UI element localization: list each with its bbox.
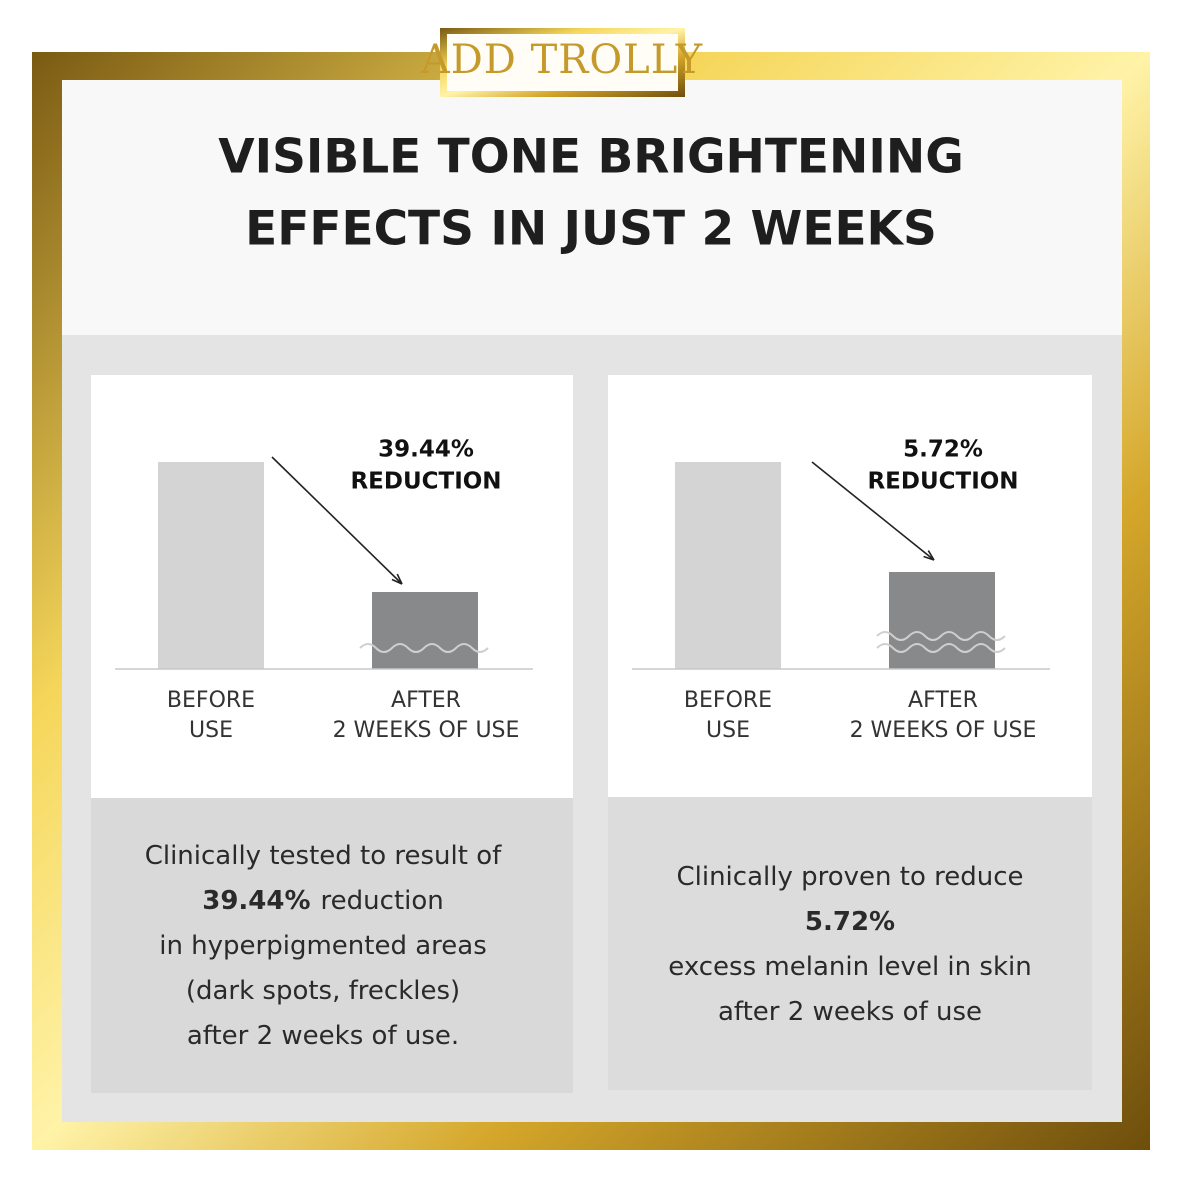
description-box xyxy=(608,797,1092,1090)
description-text: excess melanin level in skin xyxy=(668,952,1031,982)
after-bar xyxy=(372,592,478,669)
before-bar xyxy=(158,462,264,669)
description-text: (dark spots, freckles) xyxy=(186,976,460,1006)
description-text: after 2 weeks of use. xyxy=(187,1021,459,1051)
description-line: Clinically proven to reduce xyxy=(676,862,1023,892)
description-line: 5.72% xyxy=(805,907,895,937)
after-bar xyxy=(889,572,995,669)
description-strong: 39.44% xyxy=(202,886,310,916)
logo-box xyxy=(447,34,678,91)
wave xyxy=(359,643,489,653)
panels: 39.44% REDUCTION BEFORE USE AFTER 2 WEEKS OF … xyxy=(91,375,1092,1093)
panel: 5.72% REDUCTION BEFORE USE AFTER 2 WEEKS OF U… xyxy=(608,375,1092,1090)
description-line: after 2 weeks of use xyxy=(718,997,982,1027)
axis-label: 2 WEEKS OF USE xyxy=(850,718,1037,743)
wave xyxy=(876,643,1006,653)
axis-label: BEFORE xyxy=(167,688,255,713)
arrow xyxy=(811,461,935,561)
description-text: after 2 weeks of use xyxy=(718,997,982,1027)
description-text: Clinically proven to reduce xyxy=(676,862,1023,892)
description-box xyxy=(91,798,573,1093)
description-line: after 2 weeks of use. xyxy=(187,1021,459,1051)
description-line: (dark spots, freckles) xyxy=(186,976,460,1006)
description-line: 39.44% reduction xyxy=(202,886,444,916)
title-line: VISIBLE TONE BRIGHTENING xyxy=(218,130,964,185)
axis-label: USE xyxy=(189,718,233,743)
description-text: in hyperpigmented areas xyxy=(159,931,487,961)
axis-label: AFTER xyxy=(391,688,461,713)
description-line: Clinically tested to result of xyxy=(145,841,502,871)
before-bar xyxy=(675,462,781,669)
wave xyxy=(876,631,1006,641)
axis-label: USE xyxy=(706,718,750,743)
title-line: EFFECTS IN JUST 2 WEEKS xyxy=(245,202,937,257)
callout: 39.44% xyxy=(378,437,474,463)
arrow-head xyxy=(923,550,935,561)
arrow xyxy=(271,456,403,585)
description-text: Clinically tested to result of xyxy=(145,841,502,871)
description-line: excess melanin level in skin xyxy=(668,952,1031,982)
callout: 5.72% xyxy=(903,437,983,463)
axis-label: AFTER xyxy=(908,688,978,713)
callout: REDUCTION xyxy=(867,469,1018,495)
axis-label: BEFORE xyxy=(684,688,772,713)
arrow-head xyxy=(391,573,403,585)
description-line: in hyperpigmented areas xyxy=(159,931,487,961)
brand: ADD TROLLY xyxy=(420,37,703,83)
callout: REDUCTION xyxy=(350,469,501,495)
panel: 39.44% REDUCTION BEFORE USE AFTER 2 WEEKS OF … xyxy=(91,375,573,1093)
description-strong: 5.72% xyxy=(805,907,895,937)
axis-label: 2 WEEKS OF USE xyxy=(333,718,520,743)
description-text: reduction xyxy=(321,886,444,916)
